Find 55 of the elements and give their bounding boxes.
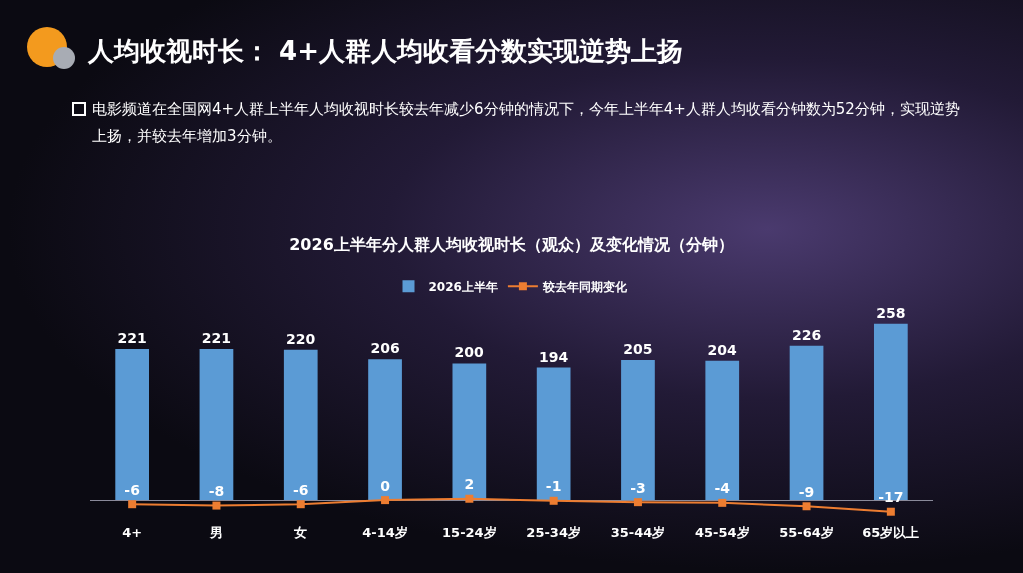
data-label: 2 [464,476,475,493]
bar [621,360,655,501]
data-label: 206 [370,340,400,357]
text: 电影频道在全国网4+人群上半年人均收视时长较去年减少6分钟的情况下，今年上半年4+人群人均收看分钟数为52分钟，实现逆势上扬，并较去年增加3分钟。 [91,99,961,147]
x-tick-label: 25-34岁 [526,525,581,540]
bar [536,367,571,501]
x-tick-label: 男 [208,525,223,540]
bar [873,323,908,501]
x-tick-label: 女 [293,525,308,540]
data-label: 220 [286,330,316,347]
data-label: -9 [798,483,815,500]
point [549,496,558,505]
text: 人均收视时长： 4+人群人均收看分数实现逆势上扬 [88,35,683,68]
bar [115,349,150,501]
point [465,494,474,503]
point [128,500,137,509]
data-label: 226 [791,326,822,343]
point [718,498,727,507]
data-label: 194 [538,348,569,365]
legend-label: 2026上半年 [428,279,498,294]
data-label: -8 [208,483,225,500]
data-label: -6 [124,481,140,498]
data-label: 258 [876,304,906,321]
chart-title: 2026上半年分人群人均收视时长（观众）及变化情况（分钟） [289,235,734,255]
legend-label: 较去年同期变化 [541,279,628,294]
bar [789,345,824,501]
data-label: -1 [545,478,562,495]
data-label: 221 [117,330,147,347]
x-tick-label: 45-54岁 [694,525,750,540]
bar [368,359,402,501]
x-tick-label: 65岁以上 [862,525,920,540]
point [381,496,390,505]
data-label: -4 [714,480,731,497]
x-tick-label: 15-24岁 [442,525,497,540]
point [212,501,221,510]
x-tick-label: 4-14岁 [362,525,408,540]
data-label: 205 [623,341,653,358]
data-label: 204 [707,341,737,358]
data-label: 200 [454,344,485,361]
data-label: -3 [630,479,646,496]
data-label: 0 [380,477,391,494]
x-tick-label: 4+ [122,525,143,540]
data-label: 221 [201,330,232,347]
point [296,500,305,509]
point [886,507,895,516]
data-label: -17 [878,489,904,506]
bar [199,349,234,501]
bar [705,360,740,501]
bar [283,349,318,501]
bar [452,363,487,501]
point [802,502,811,511]
x-tick-label: 55-64岁 [779,525,834,540]
point [633,498,642,507]
x-tick-label: 35-44岁 [610,525,666,540]
data-label: -6 [292,481,309,498]
